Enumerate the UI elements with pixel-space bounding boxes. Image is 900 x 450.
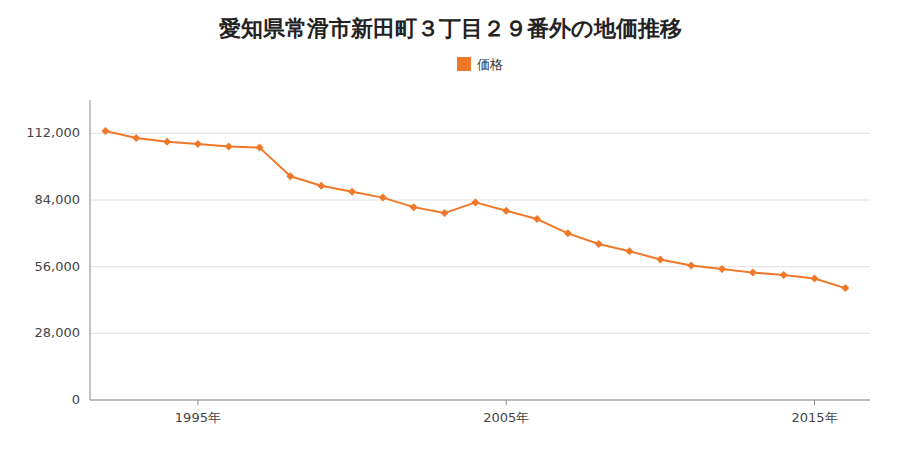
marker [471, 198, 479, 206]
grid-line [90, 333, 870, 334]
x-tick-label: 2015年 [791, 410, 837, 425]
marker [656, 256, 664, 264]
title: 愛知県常滑市新田町３丁目２９番外の地価推移 [219, 16, 682, 41]
marker [564, 229, 572, 237]
marker [811, 275, 819, 283]
legend: 価格 [457, 57, 503, 72]
y-tick-label: 84,000 [35, 192, 81, 207]
marker [595, 240, 603, 248]
marker [626, 247, 634, 255]
marker [194, 140, 202, 148]
line [105, 131, 845, 288]
marker [348, 188, 356, 196]
y-grid [90, 133, 870, 400]
y-axis-line [90, 100, 91, 400]
plot-area [101, 127, 849, 292]
marker [687, 261, 695, 269]
marker [533, 215, 541, 223]
marker [502, 207, 510, 215]
grid-line [90, 400, 870, 401]
y-tick-label: 28,000 [35, 325, 81, 340]
grid-line [90, 266, 870, 267]
legend-label: 価格 [477, 57, 503, 72]
marker [317, 182, 325, 190]
marker [780, 271, 788, 279]
x-tick [197, 400, 198, 405]
marker [841, 284, 849, 292]
x-tick-label: 2005年 [483, 410, 529, 425]
y-tick-label: 112,000 [26, 125, 80, 140]
marker [101, 127, 109, 135]
y-tick-label: 56,000 [35, 259, 81, 274]
marker [441, 209, 449, 217]
marker [410, 203, 418, 211]
marker [225, 142, 233, 150]
marker [379, 194, 387, 202]
marker [749, 269, 757, 277]
marker [132, 134, 140, 142]
chart: 愛知県常滑市新田町３丁目２９番外の地価推移 0 28,000 56,000 84,000… [0, 0, 900, 450]
marker [286, 172, 294, 180]
x-tick [814, 400, 815, 405]
x-tick-label: 1995年 [175, 410, 221, 425]
grid-line [90, 133, 870, 134]
x-axis-line [90, 400, 870, 401]
marker [163, 138, 171, 146]
y-tick-label: 0 [72, 392, 80, 407]
legend-swatch [457, 57, 471, 71]
marker [718, 265, 726, 273]
marker [256, 144, 264, 152]
grid-line [90, 200, 870, 201]
x-tick [506, 400, 507, 405]
